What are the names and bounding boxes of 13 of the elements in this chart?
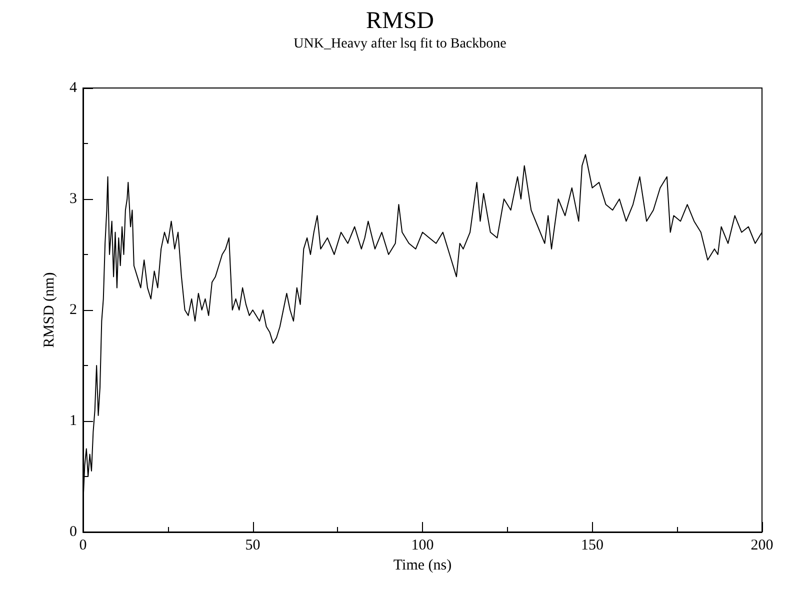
y-axis-title: RMSD (nm) [42,272,58,348]
x-tick-label: 50 [245,538,260,554]
chart-subtitle: UNK_Heavy after lsq fit to Backbone [294,36,506,52]
y-tick-label: 2 [70,302,77,318]
x-axis-title: Time (ns) [393,557,452,574]
y-tick-label: 3 [70,191,77,207]
y-tick-label: 0 [70,524,77,540]
chart-title: RMSD [366,8,434,34]
x-tick-label: 150 [581,538,604,554]
x-tick-label: 200 [750,538,774,554]
x-tick-label: 100 [411,538,434,554]
y-tick-label: 1 [70,413,77,429]
y-tick-label: 4 [70,80,78,96]
